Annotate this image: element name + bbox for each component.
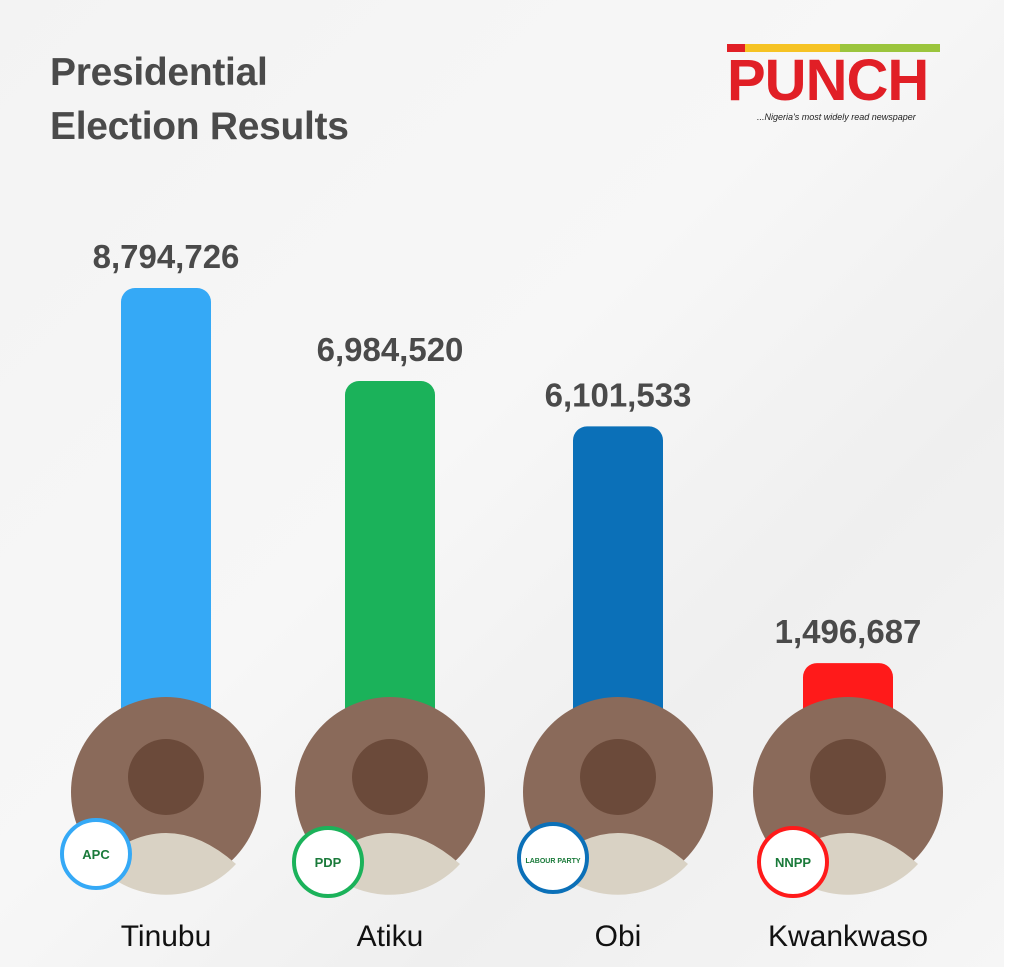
category-label-obi: Obi <box>595 920 642 953</box>
portrait-head-kwankwaso <box>810 739 886 815</box>
logo-stripe-red <box>727 44 745 52</box>
title-line-1: Presidential <box>50 51 268 94</box>
party-badge-text-tinubu: APC <box>82 847 110 862</box>
party-badge-kwankwaso <box>757 826 829 898</box>
category-label-kwankwaso: Kwankwaso <box>768 920 928 953</box>
logo-stripe-green <box>840 44 940 52</box>
value-label-obi: 6,101,533 <box>545 376 692 413</box>
value-label-atiku: 6,984,520 <box>317 331 464 368</box>
logo-wordmark: PUNCH <box>727 48 929 113</box>
party-badge-obi <box>517 822 589 894</box>
title-line-2: Election Results <box>50 105 349 148</box>
chart-title: Presidential Election Results <box>50 46 470 154</box>
party-badge-text-obi: LABOUR PARTY <box>525 858 580 865</box>
value-label-kwankwaso: 1,496,687 <box>775 613 922 650</box>
punch-logo: PUNCH ...Nigeria's most widely read news… <box>727 44 941 126</box>
party-badge-text-kwankwaso: NNPP <box>775 855 811 870</box>
category-label-tinubu: Tinubu <box>121 920 212 953</box>
logo-tagline: ...Nigeria's most widely read newspaper <box>757 112 916 122</box>
portrait-head-obi <box>580 739 656 815</box>
party-badge-tinubu <box>60 818 132 890</box>
bar-obi <box>573 426 663 760</box>
party-badge-atiku <box>292 826 364 898</box>
portrait-head-tinubu <box>128 739 204 815</box>
portrait-head-atiku <box>352 739 428 815</box>
value-label-tinubu: 8,794,726 <box>93 238 240 275</box>
bar-atiku <box>345 381 435 760</box>
logo-stripe-yellow <box>745 44 840 52</box>
party-badge-text-atiku: PDP <box>315 855 342 870</box>
bar-tinubu <box>121 288 211 760</box>
category-label-atiku: Atiku <box>357 920 424 953</box>
